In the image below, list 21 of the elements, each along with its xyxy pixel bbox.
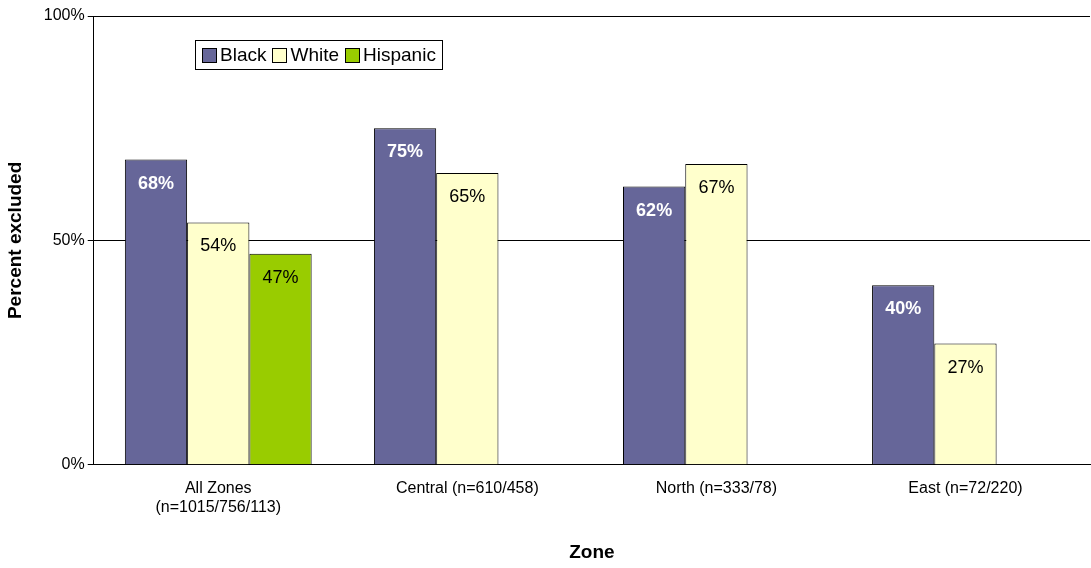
data-label: 67% [698,177,735,198]
data-label: 75% [387,141,424,162]
data-label: 40% [885,298,922,319]
data-label: 65% [449,186,486,207]
x-axis-title: Zone [569,540,615,562]
y-tick-label: 50% [52,230,85,248]
y-tick-label: 100% [43,6,85,24]
x-tick-label: North (n=333/78) [655,478,778,496]
data-label: 27% [947,356,984,377]
legend-label: Black [220,44,267,66]
data-label: 68% [137,172,174,193]
legend-label: Hispanic [363,44,436,66]
x-tick-label: Central (n=610/458) [395,478,539,496]
y-tick-label: 0% [61,455,85,473]
legend-label: White [290,44,340,66]
y-axis-title: Percent excluded [3,161,25,320]
x-tick-label: East (n=72/220) [908,478,1023,496]
data-label: 47% [262,266,299,287]
x-tick-label: All Zones (n=1015/756/113) [155,478,282,516]
data-label: 54% [200,235,237,256]
data-label: 62% [636,199,673,220]
